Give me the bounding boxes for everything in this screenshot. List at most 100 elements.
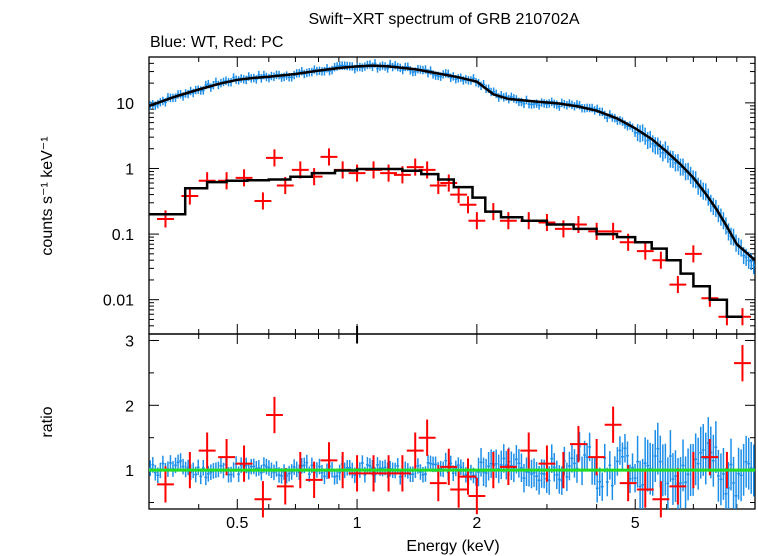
x-tick-label: 2: [472, 515, 481, 532]
pc-ratio-point: [468, 477, 486, 515]
wt-ratio-point: [716, 449, 720, 502]
wt-ratio-point: [181, 458, 185, 475]
wt-ratio-point: [608, 451, 612, 480]
wt-ratio-point: [719, 453, 723, 506]
wt-ratio-point: [555, 460, 559, 490]
wt-ratio-point: [176, 454, 180, 471]
wt-ratio-point: [504, 450, 508, 480]
wt-ratio-point: [658, 435, 662, 488]
y-tick-label: 10: [116, 96, 134, 113]
pc-data-point: [468, 212, 486, 230]
wt-data-point: [651, 135, 655, 153]
wt-ratio-point: [454, 460, 458, 477]
wt-ratio-point: [267, 460, 271, 476]
x-tick-label: 0.5: [226, 515, 248, 532]
pc-ratio-point: [157, 466, 174, 503]
ratio-y-tick-labels: 1 2 3: [125, 333, 134, 480]
wt-ratio-point: [575, 454, 579, 483]
pc-data-point: [254, 192, 272, 210]
wt-ratio-point: [653, 430, 657, 482]
pc-data-point: [684, 245, 702, 263]
pc-data-point: [499, 212, 517, 230]
pc-ratio-point: [652, 481, 670, 518]
wt-ratio-point: [641, 458, 645, 509]
wt-ratio-point: [739, 449, 743, 502]
wt-ratio-point: [744, 435, 748, 488]
wt-ratio-point: [196, 459, 200, 476]
wt-ratio-point: [636, 435, 639, 488]
ratio-plot-frame: [148, 333, 756, 510]
pc-ratio-point: [734, 345, 751, 382]
wt-ratio-point: [565, 462, 569, 492]
ratio-y-axis-label: ratio: [39, 406, 56, 437]
wt-ratio-point: [583, 440, 586, 470]
wt-data-point: [555, 100, 559, 109]
pc-ratio-point: [499, 448, 517, 486]
wt-ratio-point: [487, 451, 490, 481]
ratio-ticks: [148, 326, 756, 509]
wt-data-point: [429, 66, 432, 75]
pc-ratio-point: [520, 432, 538, 469]
wt-data-point: [674, 154, 677, 172]
wt-ratio-point: [249, 458, 253, 475]
wt-ratio-point: [605, 467, 609, 497]
wt-data-point: [323, 67, 326, 76]
pc-ratio-point: [198, 432, 216, 469]
wt-ratio-point: [530, 459, 533, 489]
spectrum-y-tick-labels: 10 1 0.1 0.01: [103, 96, 134, 310]
wt-ratio-point: [623, 433, 627, 463]
wt-ratio-point: [686, 448, 690, 501]
wt-ratio-point: [621, 442, 624, 472]
spectrum-panel: 10 1 0.1 0.01 counts s⁻¹ keV⁻¹: [39, 56, 756, 335]
wt-ratio-point: [477, 457, 480, 487]
wt-ratio-point: [729, 438, 733, 491]
pc-data-point: [450, 186, 468, 204]
pc-data-point: [235, 169, 253, 187]
wt-ratio-point: [287, 465, 291, 482]
wt-ratio-point: [482, 457, 485, 487]
pc-data-point: [266, 149, 283, 167]
wt-ratio-point: [532, 458, 536, 487]
wt-data-point: [545, 99, 549, 109]
wt-ratio-point: [522, 463, 526, 493]
pc-ratio-point: [450, 471, 468, 508]
wt-ratio-point: [520, 453, 523, 483]
wt-ratio-point: [209, 464, 213, 480]
wt-ratio-point: [499, 450, 503, 480]
pc-ratio-point: [266, 396, 283, 434]
pc-ratio-point: [459, 458, 477, 495]
y-tick-label: 1: [125, 463, 134, 480]
spectrum-ticks: [148, 56, 756, 335]
pc-ratio-point: [320, 442, 338, 479]
pc-data-point: [157, 210, 174, 228]
wt-ratio-point: [666, 457, 670, 509]
model-series: [148, 64, 756, 318]
pc-data-point: [669, 276, 687, 294]
pc-ratio-series: [157, 345, 751, 518]
pc-ratio-point: [276, 468, 294, 505]
pc-ratio-point: [365, 455, 382, 492]
wt-ratio-point: [290, 464, 294, 480]
wt-ratio-point: [679, 457, 682, 509]
wt-ratio-point: [600, 472, 604, 501]
wt-ratio-point: [681, 439, 685, 492]
wt-ratio-point: [552, 453, 556, 482]
wt-ratio-point: [550, 444, 554, 473]
pc-data-series: [157, 148, 751, 326]
wt-ratio-point: [398, 469, 402, 485]
ratio-panel: 1 2 3 ratio: [39, 326, 756, 518]
wt-ratio-point: [732, 457, 735, 509]
wt-ratio-point: [638, 460, 642, 509]
wt-ratio-point: [671, 453, 675, 505]
wt-ratio-point: [179, 453, 182, 469]
wt-model-line: [148, 64, 756, 262]
wt-ratio-point: [525, 457, 528, 486]
wt-ratio-point: [169, 455, 172, 471]
wt-ratio-point: [426, 454, 430, 471]
pc-ratio-point: [669, 468, 687, 505]
wt-ratio-point: [701, 424, 705, 476]
wt-ratio-point: [148, 460, 152, 476]
wt-data-point: [638, 125, 642, 143]
wt-ratio-point: [570, 444, 574, 473]
